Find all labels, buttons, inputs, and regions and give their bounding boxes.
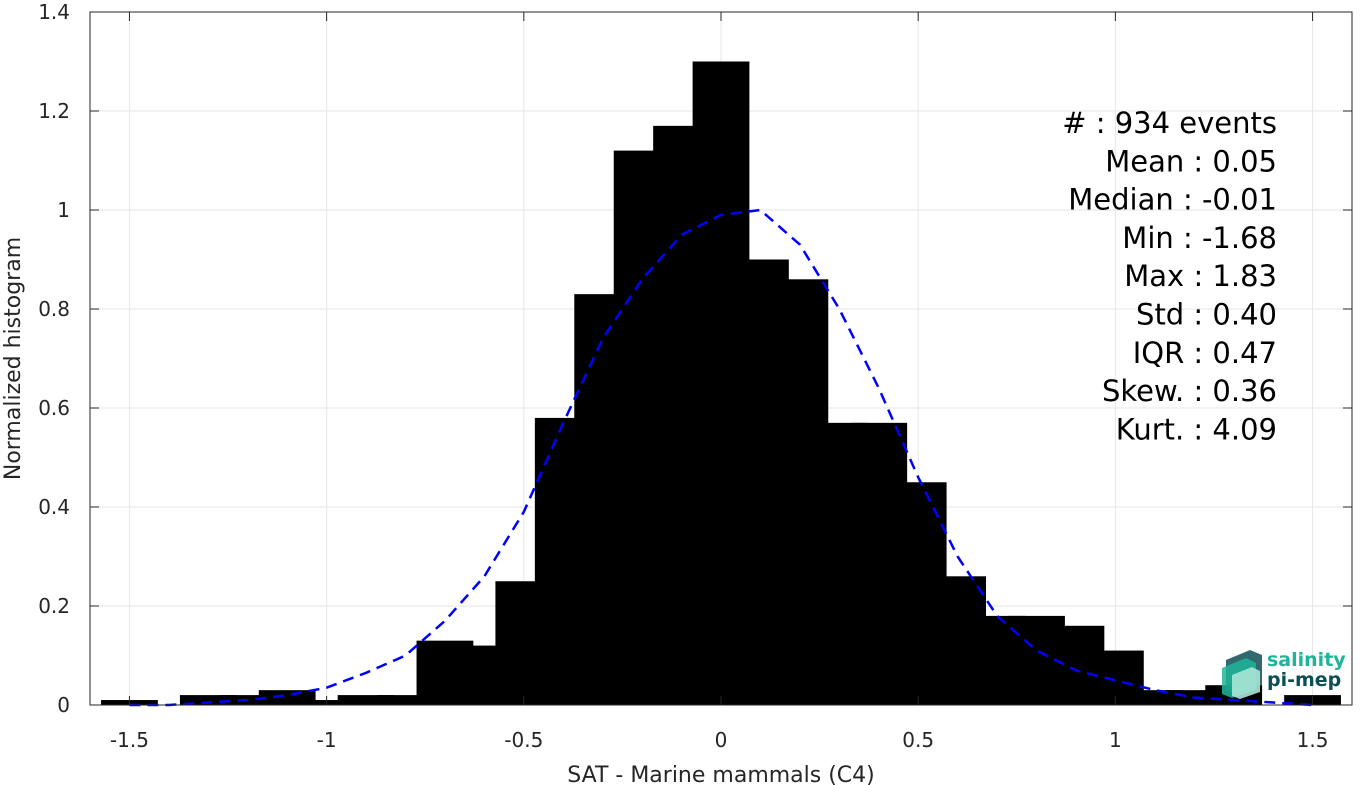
- x-axis-label: SAT - Marine mammals (C4): [567, 763, 875, 785]
- histogram-bar: [337, 695, 395, 705]
- x-tick-label: -0.5: [504, 728, 543, 752]
- stat-line: Kurt. : 4.09: [1116, 412, 1277, 446]
- x-tick-label: -1: [317, 728, 337, 752]
- gaussian-fit-curve: [129, 208, 1313, 707]
- stat-line: # : 934 events: [1062, 106, 1277, 140]
- stat-line: IQR : 0.47: [1133, 336, 1277, 370]
- y-tick-label: 1: [57, 198, 70, 222]
- y-tick-label: 0: [57, 693, 70, 717]
- x-tick-label: 0: [715, 728, 728, 752]
- stats-panel: # : 934 events Mean : 0.05 Median : -0.01 M…: [1062, 106, 1277, 446]
- y-axis-label: Normalized histogram: [1, 237, 26, 480]
- stat-line: Mean : 0.05: [1105, 144, 1277, 178]
- salinity-pi-mep-logo: salinity pi-mep: [1222, 649, 1346, 699]
- y-tick-label: 0.8: [38, 297, 70, 321]
- logo-mark-icon: [1222, 650, 1262, 699]
- histogram-bar: [377, 695, 434, 705]
- logo-text-salinity: salinity: [1267, 649, 1346, 671]
- stat-line: Min : -1.68: [1122, 221, 1277, 255]
- stat-line: Std : 0.40: [1136, 298, 1277, 332]
- stat-line: Skew. : 0.36: [1102, 374, 1277, 408]
- x-tick-label: 0.5: [902, 728, 934, 752]
- stat-line: Max : 1.83: [1124, 259, 1277, 293]
- axis-ticks: -1.5 -1 -0.5 0 0.5 1 1.5 0 0.2 0.4 0.6 0.8 1 1.2 1.4: [38, 0, 1352, 752]
- y-tick-label: 1.2: [38, 99, 70, 123]
- stat-line: Median : -0.01: [1068, 183, 1277, 217]
- histogram-bar: [179, 695, 237, 705]
- x-tick-label: 1: [1109, 728, 1122, 752]
- x-tick-label: 1.5: [1297, 728, 1329, 752]
- y-tick-label: 1.4: [38, 0, 70, 24]
- y-tick-label: 0.4: [38, 495, 70, 519]
- logo-text-pi-mep: pi-mep: [1267, 669, 1341, 691]
- y-tick-label: 0.6: [38, 396, 70, 420]
- histogram-bars: [101, 61, 1341, 706]
- y-tick-label: 0.2: [38, 594, 70, 618]
- x-tick-label: -1.5: [110, 728, 149, 752]
